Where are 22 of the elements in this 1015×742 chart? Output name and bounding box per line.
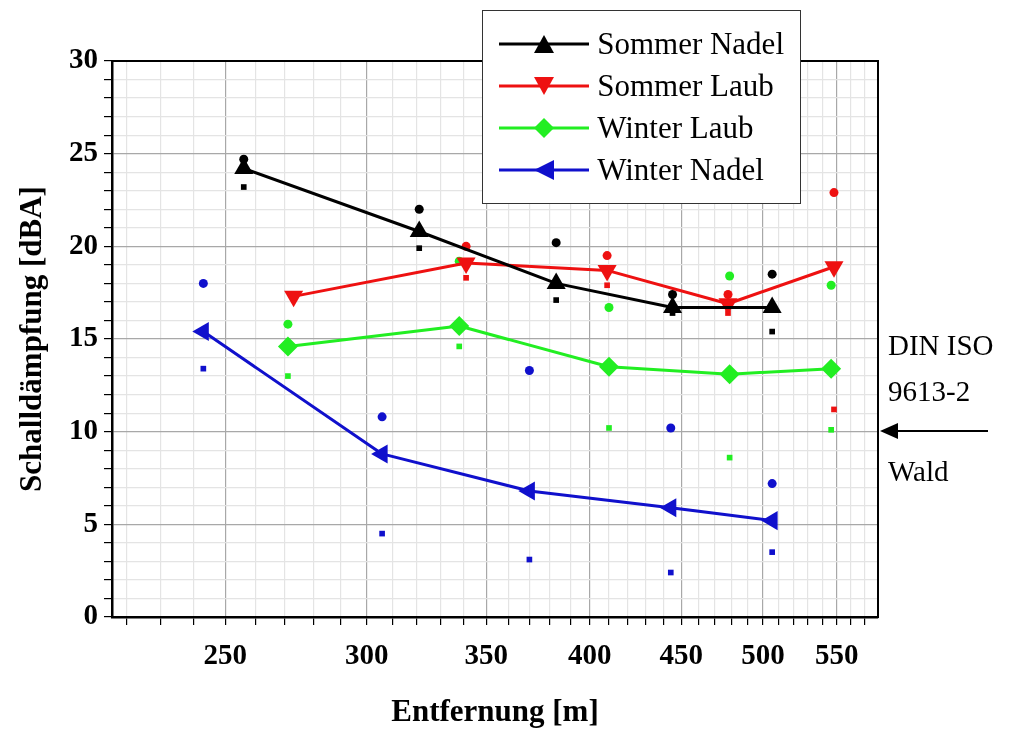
x-axis-title: Entfernung [m] <box>391 693 599 729</box>
legend-label: Winter Nadel <box>597 152 764 188</box>
legend-label: Winter Laub <box>597 110 754 146</box>
y-axis-title: Schalldämpfung [dBA] <box>12 186 48 492</box>
y-tick-label: 0 <box>83 598 98 631</box>
legend-label: Sommer Laub <box>597 68 774 104</box>
legend-label: Sommer Nadel <box>597 26 784 62</box>
x-tick-label: 500 <box>741 637 785 670</box>
x-tick-label: 250 <box>203 637 248 670</box>
x-tick-label: 450 <box>659 637 703 670</box>
x-tick-label: 350 <box>464 637 509 670</box>
text: Wald <box>888 455 949 487</box>
y-tick-label: 5 <box>83 505 98 538</box>
y-tick-label: 10 <box>69 413 98 446</box>
x-tick-label: 550 <box>815 637 859 670</box>
y-tick-label: 15 <box>69 320 98 353</box>
y-tick-label: 30 <box>69 42 98 75</box>
x-tick-label: 300 <box>345 637 389 670</box>
y-tick-label: 25 <box>69 135 98 168</box>
text: DIN ISO 9613-2 <box>888 329 994 407</box>
y-tick-label: 20 <box>69 227 98 260</box>
x-tick-label: 400 <box>568 637 612 670</box>
